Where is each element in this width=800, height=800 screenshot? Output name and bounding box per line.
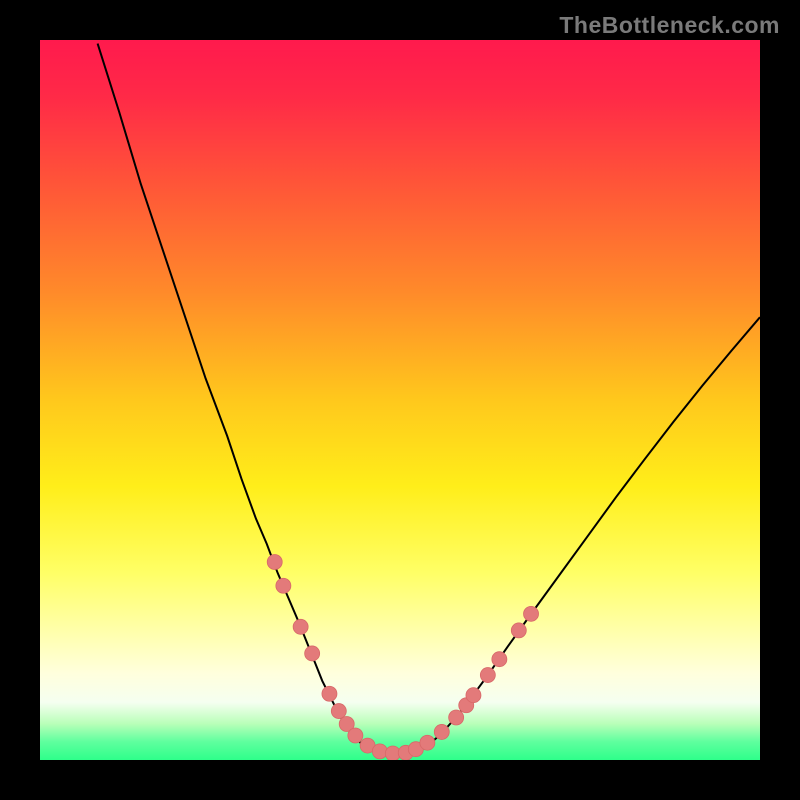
curve-marker — [480, 668, 495, 683]
curve-marker — [372, 744, 387, 759]
curve-marker — [276, 578, 291, 593]
curve-marker — [348, 728, 363, 743]
curve-marker — [322, 686, 337, 701]
bottleneck-chart — [40, 40, 760, 760]
curve-marker — [466, 688, 481, 703]
curve-marker — [331, 704, 346, 719]
curve-marker — [293, 619, 308, 634]
chart-svg — [40, 40, 760, 760]
curve-marker — [492, 652, 507, 667]
curve-marker — [267, 555, 282, 570]
watermark-text: TheBottleneck.com — [559, 12, 780, 39]
chart-background — [40, 40, 760, 760]
curve-marker — [420, 735, 435, 750]
curve-marker — [305, 646, 320, 661]
curve-marker — [449, 710, 464, 725]
curve-marker — [511, 623, 526, 638]
curve-marker — [434, 724, 449, 739]
curve-marker — [524, 606, 539, 621]
